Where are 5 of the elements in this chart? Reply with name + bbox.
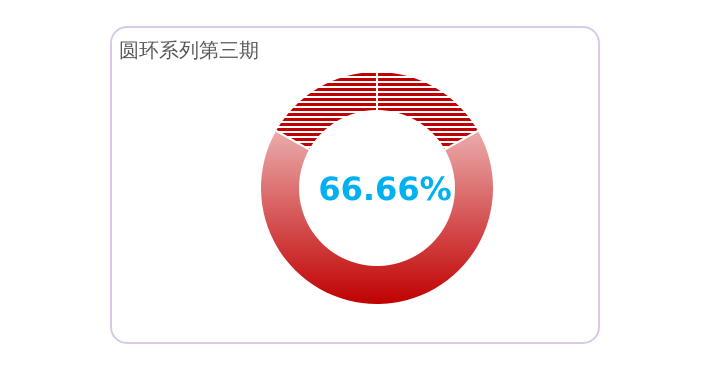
donut-slice [261, 132, 493, 304]
text: 66.66% [318, 170, 452, 208]
donut-slice [378, 72, 478, 149]
chart-title: 圆环系列第三期 [119, 38, 259, 62]
donut-slice [276, 72, 376, 149]
